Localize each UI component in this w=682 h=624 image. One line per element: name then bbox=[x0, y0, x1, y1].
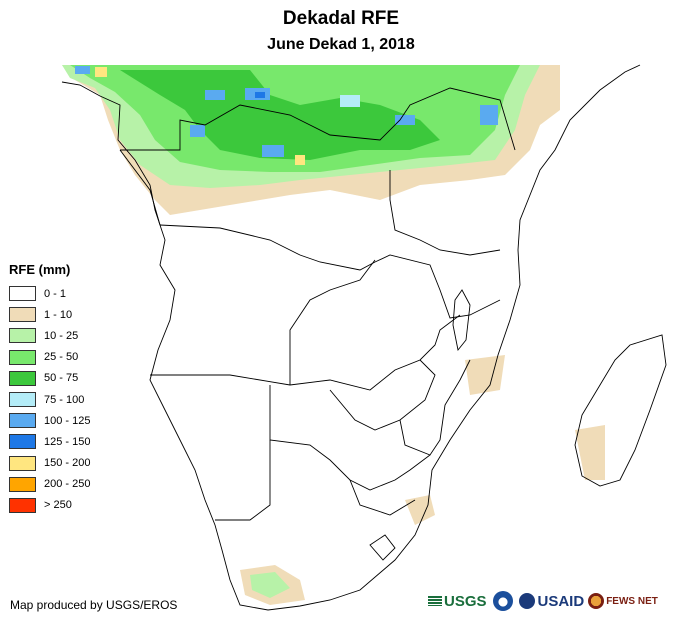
rfe-patch bbox=[480, 105, 498, 125]
usaid-logo-text: USAID bbox=[537, 592, 585, 610]
rfe-patch bbox=[395, 115, 415, 125]
rfe-band-50-75 bbox=[120, 70, 440, 160]
border bbox=[269, 385, 431, 491]
legend-swatch bbox=[9, 497, 36, 513]
legend: RFE (mm) 0 - 1 1 - 10 10 - 25 25 - 50 50 - 7… bbox=[9, 262, 90, 516]
logo-strip: USGS USAID FEWS NET bbox=[428, 584, 678, 618]
map-subtitle: June Dekad 1, 2018 bbox=[267, 36, 415, 53]
legend-item: 75 - 100 bbox=[9, 389, 90, 410]
legend-label: 150 - 200 bbox=[44, 457, 91, 470]
rfe-patch bbox=[255, 92, 265, 98]
rfe-patch bbox=[190, 125, 205, 137]
rfe-patch bbox=[75, 66, 90, 74]
rfe-south-patch bbox=[250, 572, 290, 598]
legend-swatch bbox=[9, 434, 36, 450]
lesotho-outline bbox=[369, 534, 396, 561]
legend-item: 50 - 75 bbox=[9, 368, 90, 389]
legend-item: 10 - 25 bbox=[9, 325, 90, 346]
legend-label: 100 - 125 bbox=[44, 414, 91, 427]
legend-label: 0 - 1 bbox=[44, 287, 67, 300]
rfe-patch bbox=[295, 155, 305, 165]
lake bbox=[452, 289, 471, 352]
border bbox=[289, 259, 376, 385]
legend-swatch bbox=[9, 392, 36, 408]
legend-label: 125 - 150 bbox=[44, 435, 91, 448]
rfe-patch bbox=[95, 67, 107, 77]
legend-label: 200 - 250 bbox=[44, 478, 91, 491]
map-title: Dekadal RFE bbox=[282, 8, 400, 29]
usgs-logo-text: USGS bbox=[444, 592, 487, 610]
legend-item: 1 - 10 bbox=[9, 304, 90, 325]
legend-label: > 250 bbox=[44, 499, 72, 512]
rfe-madagascar-patch bbox=[575, 425, 605, 480]
legend-label: 25 - 50 bbox=[44, 351, 79, 364]
legend-title: RFE (mm) bbox=[9, 262, 71, 277]
border bbox=[159, 224, 501, 319]
legend-swatch bbox=[9, 307, 36, 323]
legend-label: 10 - 25 bbox=[44, 329, 79, 342]
legend-item: 0 - 1 bbox=[9, 283, 90, 304]
noaa-logo bbox=[492, 591, 513, 611]
rfe-mozambique-patch bbox=[465, 355, 505, 395]
legend-item: 100 - 125 bbox=[9, 410, 90, 431]
border bbox=[150, 314, 461, 391]
fews-logo-text: FEWS NET bbox=[606, 595, 658, 607]
legend-swatch bbox=[9, 286, 36, 302]
legend-swatch bbox=[9, 455, 36, 471]
rfe-patch bbox=[262, 145, 284, 157]
boundaries bbox=[61, 64, 667, 611]
fews-net-logo: FEWS NET bbox=[588, 593, 658, 609]
legend-swatch bbox=[9, 370, 36, 386]
madagascar-coastline bbox=[574, 334, 667, 487]
legend-label: 75 - 100 bbox=[44, 393, 85, 406]
rfe-patch bbox=[340, 95, 360, 107]
usgs-logo: USGS bbox=[428, 593, 487, 610]
legend-item: 150 - 200 bbox=[9, 453, 90, 474]
legend-item: > 250 bbox=[9, 495, 90, 516]
border bbox=[389, 170, 501, 256]
usaid-logo: USAID bbox=[518, 592, 585, 610]
rainfall-shading bbox=[62, 65, 605, 605]
rfe-patch bbox=[205, 90, 225, 100]
legend-items: 0 - 1 1 - 10 10 - 25 25 - 50 50 - 75 75 - 100… bbox=[9, 283, 90, 516]
border bbox=[215, 440, 271, 521]
credit-text: Map produced by USGS/EROS bbox=[10, 598, 178, 612]
legend-label: 50 - 75 bbox=[44, 372, 79, 385]
legend-label: 1 - 10 bbox=[44, 308, 73, 321]
border bbox=[399, 359, 471, 456]
border bbox=[349, 479, 416, 516]
border bbox=[329, 359, 436, 431]
rfe-patches-high bbox=[75, 66, 498, 165]
legend-item: 200 - 250 bbox=[9, 474, 90, 495]
legend-swatch bbox=[9, 328, 36, 344]
legend-swatch bbox=[9, 349, 36, 365]
legend-swatch bbox=[9, 413, 36, 429]
rfe-se-patch bbox=[405, 495, 435, 525]
border bbox=[119, 149, 161, 226]
legend-item: 125 - 150 bbox=[9, 431, 90, 452]
legend-item: 25 - 50 bbox=[9, 347, 90, 368]
legend-swatch bbox=[9, 476, 36, 492]
border bbox=[120, 87, 516, 151]
